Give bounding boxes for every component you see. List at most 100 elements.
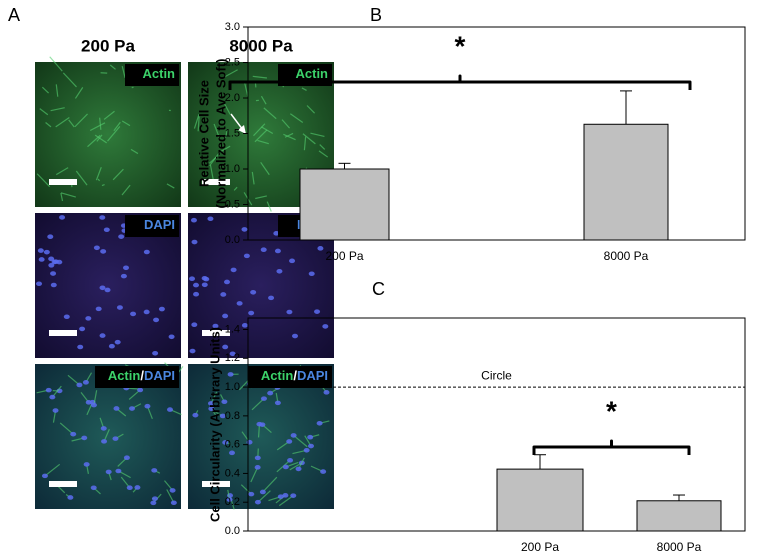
nucleus (287, 458, 294, 463)
fiber (251, 398, 265, 411)
nucleus (153, 317, 160, 323)
y-tick-label: 2.0 (225, 92, 240, 104)
y-axis-label: Relative Cell Size (196, 80, 211, 187)
fiber (130, 148, 139, 155)
significance-bracket (228, 74, 692, 90)
fiber (95, 167, 102, 181)
fiber (283, 133, 296, 141)
nucleus (207, 401, 214, 406)
nucleus (222, 313, 229, 319)
column-header: 8000 Pa (229, 36, 293, 55)
y-tick-label: 1.4 (225, 323, 240, 335)
fiber (262, 476, 278, 493)
nucleus (134, 485, 141, 490)
nucleus (290, 493, 297, 498)
x-tick-label: 200 Pa (325, 249, 363, 263)
nucleus (50, 271, 57, 276)
stain-label: Actin/DAPI (261, 368, 328, 383)
nucleus (48, 263, 55, 268)
stain-label: Actin (143, 66, 176, 81)
fiber (113, 121, 121, 132)
nucleus (322, 324, 329, 329)
fiber (59, 422, 74, 435)
nucleus (85, 316, 92, 321)
fiber (62, 72, 77, 88)
nucleus (201, 275, 208, 281)
fiber (68, 119, 75, 128)
y-tick-label: 0.2 (225, 496, 240, 508)
nucleus (267, 390, 274, 396)
nucleus (123, 265, 130, 271)
fiber (255, 195, 267, 200)
reference-label: Circle (481, 368, 512, 382)
stain-label: Actin (296, 66, 329, 81)
y-tick-label: 1.2 (225, 352, 240, 364)
nucleus (274, 248, 281, 254)
bar (496, 468, 584, 532)
nucleus (116, 305, 123, 310)
nucleus (123, 455, 130, 461)
fiber (49, 56, 63, 72)
nucleus (83, 462, 90, 467)
scale-bar (202, 481, 230, 487)
nucleus (229, 351, 236, 357)
nucleus (289, 258, 296, 264)
nucleus (260, 247, 267, 252)
nucleus (254, 499, 261, 505)
nucleus (158, 306, 165, 312)
scale-bar (49, 481, 77, 487)
fiber (103, 110, 115, 120)
nucleus (137, 387, 144, 393)
scale-bar (49, 179, 77, 185)
nucleus (77, 344, 84, 350)
nucleus (221, 399, 228, 405)
nucleus (223, 279, 230, 285)
nucleus (114, 339, 121, 345)
nucleus (47, 234, 54, 240)
fiber (45, 122, 52, 128)
nucleus (189, 348, 196, 354)
y-axis-label: Cell Circularity (Arbitrary Units) (207, 327, 222, 522)
nucleus (220, 292, 227, 297)
fiber (89, 122, 106, 132)
nucleus (90, 402, 97, 408)
charts: B 0.0 0.5 1.0 1.5 2.0 2.5 3.0 Relative Cell Size… (196, 5, 746, 554)
nucleus (115, 468, 122, 474)
fiber (60, 192, 64, 202)
fiber (266, 201, 272, 212)
significance-bracket (532, 439, 691, 455)
nucleus (130, 311, 137, 317)
nucleus (290, 433, 297, 438)
nucleus (70, 431, 77, 437)
nucleus (189, 276, 196, 282)
stain-label-part: DAPI (144, 217, 175, 232)
fiber (99, 117, 102, 130)
y-tick-label: 0.8 (225, 410, 240, 422)
stain-label-part: / (140, 368, 144, 383)
nucleus (236, 301, 243, 306)
stain-label-part: DAPI (297, 368, 328, 383)
nucleus (241, 323, 248, 328)
nucleus (303, 448, 310, 453)
y-tick-label: 0.6 (225, 439, 240, 451)
bar (583, 123, 669, 241)
fiber (254, 129, 268, 143)
scale-bar (49, 330, 77, 336)
nucleus (248, 310, 255, 316)
nucleus (228, 450, 235, 456)
arrow (230, 113, 244, 131)
nucleus (52, 408, 59, 413)
nucleus (151, 468, 158, 473)
nucleus (37, 248, 44, 253)
nucleus (314, 309, 321, 314)
fiber (293, 434, 308, 448)
stain-label-part: Actin (143, 66, 176, 81)
nucleus (168, 334, 175, 340)
nucleus (67, 495, 74, 500)
nucleus (63, 314, 70, 320)
nucleus (45, 387, 52, 393)
fiber (310, 132, 325, 138)
nucleus (43, 249, 50, 255)
y-tick-label: 0.4 (225, 467, 240, 479)
